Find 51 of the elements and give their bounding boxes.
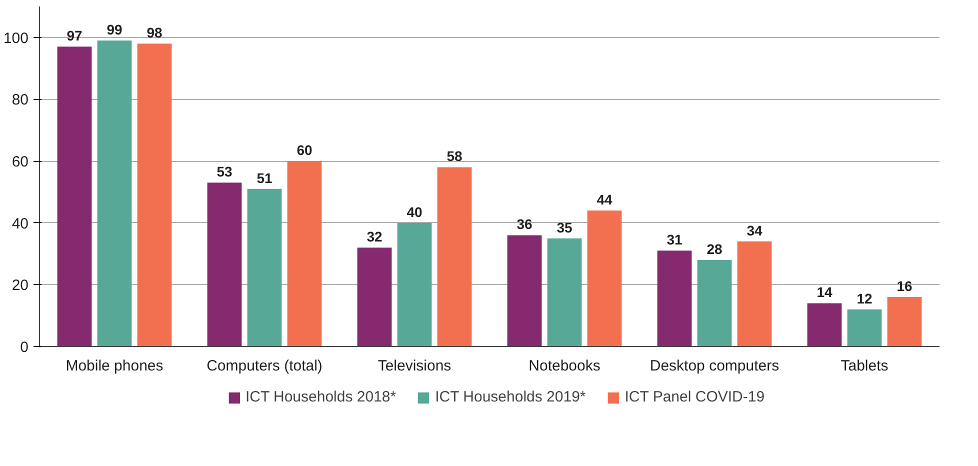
data-label: 60 [296, 142, 312, 158]
data-label: 53 [216, 164, 232, 180]
data-label: 34 [746, 222, 762, 238]
bar [847, 309, 882, 346]
bar [57, 46, 92, 346]
x-tick-label: Mobile phones [66, 358, 164, 374]
x-tick-label: Desktop computers [650, 358, 780, 374]
data-label: 16 [896, 278, 912, 294]
y-tick-label: 40 [12, 215, 29, 232]
bar [887, 297, 922, 346]
y-tick-label: 20 [12, 277, 29, 294]
bar [737, 241, 772, 346]
data-label: 97 [66, 28, 82, 44]
bar [507, 235, 542, 346]
data-label: 12 [856, 290, 872, 306]
bar [247, 188, 282, 346]
bar [97, 40, 132, 346]
bar [657, 250, 692, 346]
legend-label: ICT Panel COVID-19 [624, 388, 765, 406]
bar [207, 182, 242, 346]
x-tick-label: Tablets [840, 358, 888, 374]
x-tick-label: Computers (total) [206, 358, 322, 374]
bar [397, 222, 432, 346]
y-tick-label: 80 [12, 92, 29, 109]
y-tick-label: 100 [3, 30, 29, 47]
bar [587, 210, 622, 346]
data-label: 31 [666, 232, 682, 248]
data-label: 51 [256, 170, 272, 186]
bar [697, 260, 732, 346]
legend-label: ICT Households 2019* [435, 388, 586, 406]
bar [547, 238, 582, 346]
legend-label: ICT Households 2018* [245, 388, 396, 406]
bar [807, 303, 842, 346]
data-label: 14 [816, 284, 832, 300]
bar [137, 44, 172, 346]
data-label: 58 [446, 148, 462, 164]
data-label: 99 [106, 22, 122, 38]
bar [287, 161, 322, 346]
data-label: 28 [706, 240, 722, 257]
data-label: 98 [146, 24, 162, 41]
bar [357, 248, 392, 346]
data-label: 40 [406, 204, 422, 220]
data-label: 35 [556, 219, 572, 236]
y-tick-label: 0 [20, 339, 28, 356]
x-tick-label: Televisions [378, 358, 452, 374]
y-tick-label: 60 [12, 154, 29, 171]
x-tick-label: Notebooks [528, 358, 600, 374]
data-label: 32 [366, 228, 382, 245]
data-label: 44 [596, 192, 612, 208]
data-label: 36 [516, 216, 532, 232]
bar [437, 167, 472, 346]
